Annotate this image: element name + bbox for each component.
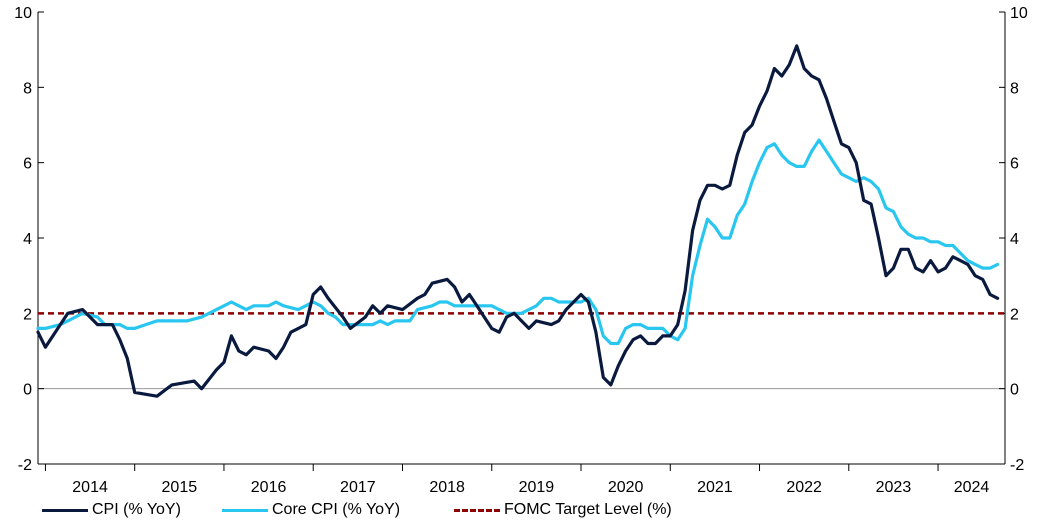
left-y-tick-label: 4 <box>23 231 32 248</box>
left-y-tick-label: 0 <box>23 382 32 399</box>
legend-label-fomc-target: FOMC Target Level (%) <box>504 501 672 518</box>
right-y-tick-label: 2 <box>1010 306 1019 323</box>
x-tick-label: 2019 <box>519 479 555 496</box>
x-tick-label: 2024 <box>954 479 990 496</box>
plot-frame <box>37 11 1006 471</box>
right-y-tick-label: 10 <box>1010 5 1028 22</box>
legend-item-cpi: CPI (% YoY) <box>42 496 181 524</box>
legend-item-fomc-target: FOMC Target Level (%) <box>454 496 672 524</box>
x-tick-label: 2017 <box>340 479 376 496</box>
x-tick-label: 2015 <box>162 479 198 496</box>
x-tick-label: 2022 <box>786 479 822 496</box>
right-y-tick-label: 0 <box>1010 382 1019 399</box>
legend-swatch-fomc-target <box>454 508 500 512</box>
left-y-tick-label: 2 <box>23 306 32 323</box>
x-tick-label: 2014 <box>72 479 108 496</box>
left-y-tick-label: -2 <box>18 457 32 474</box>
right-y-tick-labels: -2 0 2 4 6 8 10 <box>1010 5 1028 474</box>
right-y-tick-label: 8 <box>1010 80 1019 97</box>
series-layer <box>36 44 1000 398</box>
x-tick-label: 2018 <box>429 479 465 496</box>
legend-swatch-cpi <box>42 508 88 512</box>
chart-legend: CPI (% YoY) Core CPI (% YoY) FOMC Target… <box>0 496 1044 524</box>
left-y-tick-label: 8 <box>23 80 32 97</box>
cpi-line-chart: -2 0 2 4 6 8 10 -2 0 2 4 6 8 10 2014 2015 2016 2017 2018… <box>14 5 1028 496</box>
legend-swatch-core-cpi <box>222 508 268 512</box>
legend-item-core-cpi: Core CPI (% YoY) <box>222 496 400 524</box>
left-y-tick-labels: -2 0 2 4 6 8 10 <box>14 5 32 474</box>
legend-label-core-cpi: Core CPI (% YoY) <box>272 501 401 518</box>
cpi-series-line <box>36 44 1000 398</box>
x-tick-label: 2020 <box>608 479 644 496</box>
right-y-tick-label: 4 <box>1010 231 1019 248</box>
legend-label-cpi: CPI (% YoY) <box>92 501 181 518</box>
x-tick-label: 2016 <box>251 479 287 496</box>
x-tick-labels: 2014 2015 2016 2017 2018 2019 2020 2021 2022 2023… <box>72 479 989 496</box>
x-tick-label: 2021 <box>697 479 733 496</box>
x-tick-label: 2023 <box>876 479 912 496</box>
left-y-tick-label: 6 <box>23 156 32 173</box>
right-y-tick-label: -2 <box>1010 457 1024 474</box>
left-y-tick-label: 10 <box>14 5 32 22</box>
right-y-tick-label: 6 <box>1010 156 1019 173</box>
